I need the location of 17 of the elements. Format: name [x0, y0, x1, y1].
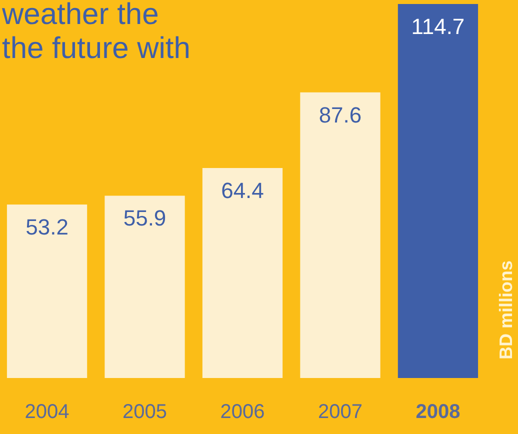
data-label: 64.4	[221, 178, 264, 204]
x-tick-label: 2007	[318, 401, 362, 423]
bar	[202, 168, 283, 378]
x-tick-label: 2006	[220, 401, 265, 423]
x-tick-label: 2004	[24, 401, 70, 423]
bar	[300, 92, 380, 378]
y-axis-title: BD millions	[496, 260, 516, 360]
bar	[398, 4, 478, 378]
bar	[6, 204, 88, 378]
x-tick-label: 2008	[416, 401, 460, 423]
data-label: 55.9	[123, 206, 166, 231]
chart-title: weather the the future with	[1, 0, 190, 65]
x-tick-label: 2005	[122, 401, 168, 423]
bar	[104, 196, 185, 378]
data-label: 87.6	[318, 102, 362, 128]
data-label: 53.2	[26, 214, 68, 240]
data-label: 114.7	[411, 14, 465, 39]
